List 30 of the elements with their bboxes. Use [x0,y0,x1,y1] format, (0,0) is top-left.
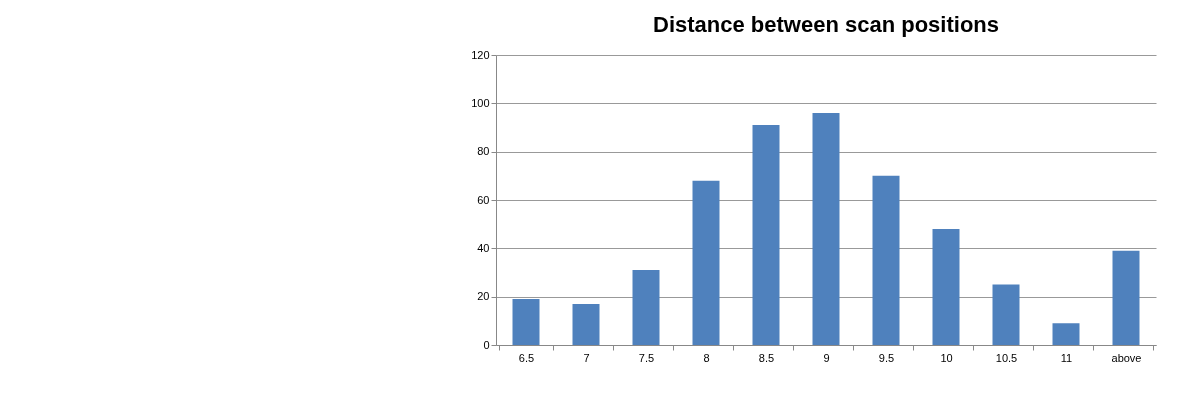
x-tick-label: 10 [940,351,953,364]
bar [992,284,1020,345]
bar [932,229,960,345]
chart-title: Distance between scan positions [653,12,999,37]
bar [1052,323,1080,345]
bar [632,270,660,345]
x-tick-label: 6.5 [518,351,535,364]
x-tick-label: 7.5 [638,351,655,364]
bar [752,125,780,345]
bar [872,175,900,345]
x-tick-label: 8.5 [758,351,775,364]
bar [692,180,720,345]
x-tick-label: 7 [583,351,590,364]
y-tick-label: 20 [477,290,490,303]
y-tick-label: 40 [477,241,490,254]
bar [1112,250,1140,345]
bar [812,113,840,345]
bar [572,303,600,345]
x-tick-label: above [1111,351,1142,364]
y-tick-label: 60 [477,193,490,206]
x-tick-label: 9.5 [878,351,895,364]
x-tick-label: 11 [1060,351,1073,364]
y-tick-label: 100 [471,96,490,109]
bar [512,299,540,345]
x-tick-label: 10.5 [995,351,1018,364]
y-tick-label: 0 [483,338,490,351]
y-tick-label: 80 [477,145,490,158]
x-tick-label: 9 [823,351,830,364]
x-tick-label: 8 [703,351,710,364]
y-tick-label: 120 [471,48,490,61]
